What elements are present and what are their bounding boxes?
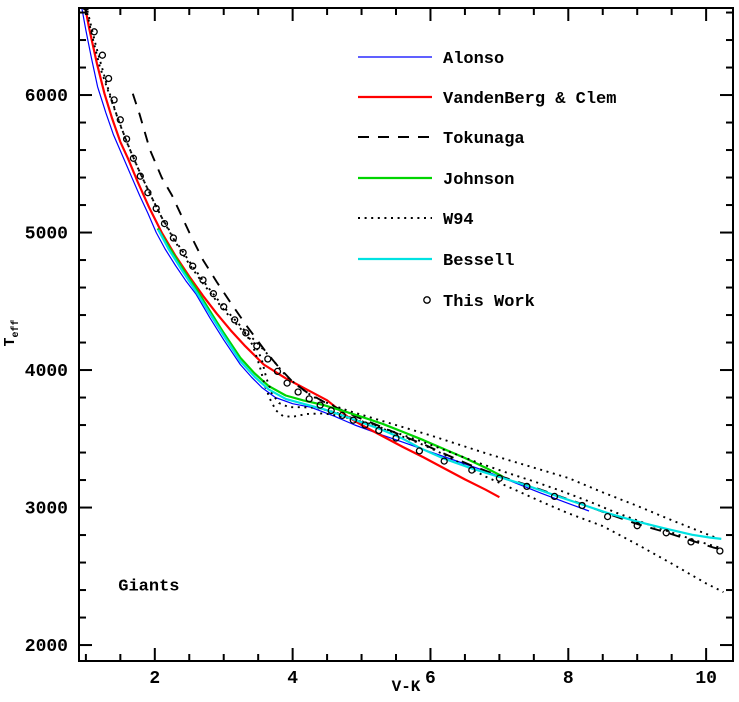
data-point-marker: [110, 96, 118, 104]
y-axis-title-sub: eff: [10, 319, 22, 337]
data-point-marker: [116, 116, 124, 124]
legend-item-w94: W94: [358, 211, 474, 230]
data-point-marker: [603, 512, 612, 521]
y-tick-label: 2000: [25, 637, 68, 657]
x-tick-label: 2: [149, 669, 160, 689]
data-point-marker: [129, 154, 138, 162]
legend-label-vandenberg: VandenBerg & Clem: [443, 90, 616, 109]
data-point-marker: [716, 547, 724, 555]
series-line-2-tokunaga: [131, 93, 724, 551]
data-point-marker: [189, 262, 197, 270]
data-point-marker: [550, 492, 559, 501]
data-point-marker: [662, 529, 670, 537]
data-point-marker: [231, 316, 239, 324]
series-line-6-w94-lower-: [243, 331, 724, 593]
x-tick-label: 4: [287, 669, 298, 689]
data-point-marker: [220, 303, 228, 311]
plot-frame: [78, 7, 734, 662]
data-point-marker: [349, 416, 357, 424]
data-point-marker: [361, 421, 369, 429]
axis-ticks: [79, 8, 733, 661]
x-tick-label: 8: [563, 669, 574, 689]
x-tick-label: 6: [425, 669, 436, 689]
x-axis-title: V-K: [392, 678, 421, 696]
data-point-marker: [90, 28, 98, 36]
data-point-marker: [392, 434, 400, 442]
data-point-marker: [160, 219, 169, 228]
legend-item-alonso: Alonso: [358, 50, 504, 69]
y-tick-label: 6000: [25, 87, 68, 107]
series-line-7-bessell: [157, 229, 722, 540]
legend-label-johnson: Johnson: [443, 171, 514, 190]
data-point-marker: [305, 395, 313, 403]
data-point-marker: [294, 388, 302, 396]
data-point-marker: [253, 342, 261, 350]
data-point-marker: [264, 355, 272, 363]
data-point-marker: [375, 426, 383, 435]
y-tick-label: 4000: [25, 362, 68, 382]
data-point-marker: [687, 538, 695, 546]
series-line-5-w94-middle-: [85, 8, 721, 549]
legend-label-tokunaga: Tokunaga: [443, 130, 525, 149]
data-point-marker: [169, 234, 178, 242]
series-line-0-alonso: [81, 8, 590, 512]
data-point-marker: [633, 522, 641, 530]
legend-item-johnson: Johnson: [358, 171, 514, 190]
legend-label-bessell: Bessell: [443, 252, 514, 271]
this-work-points: [82, 8, 724, 555]
giants-annotation: Giants: [118, 578, 179, 597]
data-point-marker: [468, 466, 476, 474]
data-point-marker: [523, 482, 531, 491]
legend-item-bessell: Bessell: [358, 252, 514, 271]
x-tick-label: 10: [695, 669, 717, 689]
data-layer: [81, 8, 724, 593]
data-point-marker: [199, 276, 207, 284]
series-line-1-vandenberg-clem: [84, 8, 500, 499]
data-point-marker: [98, 51, 107, 59]
legend-label-w94: W94: [443, 211, 474, 230]
data-point-marker: [242, 329, 250, 337]
data-point-marker: [578, 501, 586, 510]
data-point-marker: [273, 367, 282, 376]
data-point-marker: [495, 474, 504, 482]
data-point-marker: [327, 406, 335, 415]
y-tick-label: 3000: [25, 500, 68, 520]
data-point-marker: [179, 248, 187, 257]
data-point-marker: [122, 135, 131, 143]
data-point-marker: [152, 204, 160, 213]
data-point-marker: [136, 172, 144, 180]
legend-item-vandenberg: VandenBerg & Clem: [358, 90, 616, 109]
y-axis-title: Teff: [2, 319, 22, 346]
y-axis-title-main: T: [2, 338, 19, 347]
data-point-marker: [440, 457, 448, 465]
data-point-marker: [415, 447, 424, 455]
data-point-marker: [283, 379, 291, 387]
legend-label-this_work: This Work: [443, 293, 535, 312]
legend-item-tokunaga: Tokunaga: [358, 130, 525, 149]
series-line-3-johnson: [156, 227, 504, 478]
legend-item-this_work: This Work: [423, 293, 535, 312]
data-point-marker: [104, 74, 113, 83]
series-line-4-w94-upper-: [85, 8, 715, 538]
data-point-marker: [338, 411, 346, 420]
data-point-marker: [316, 401, 324, 409]
legend-marker-this_work-circle-icon: [423, 296, 431, 304]
data-point-marker: [209, 290, 218, 298]
legend-label-alonso: Alonso: [443, 50, 504, 69]
y-tick-label: 5000: [25, 225, 68, 245]
legend: Alonso VandenBerg & Clem Tokunaga Johnson W9…: [358, 50, 616, 312]
data-point-marker: [144, 189, 152, 197]
